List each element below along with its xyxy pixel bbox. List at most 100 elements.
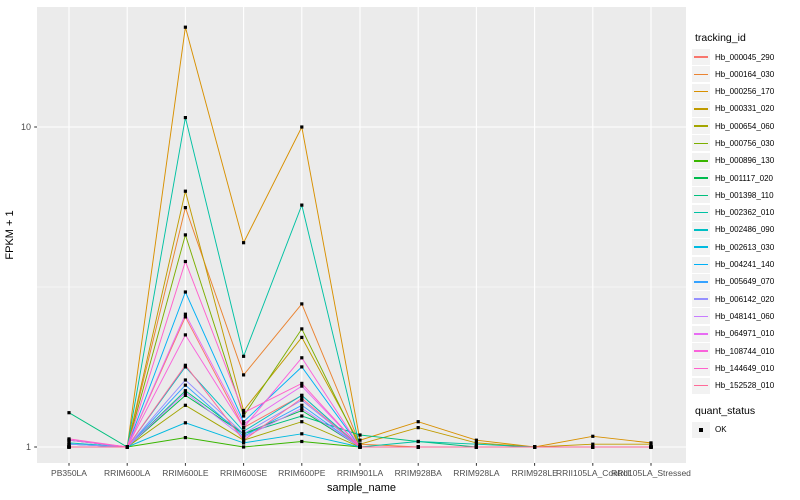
legend-item-label: Hb_001398_110 bbox=[715, 190, 774, 200]
legend-item-label: Hb_000654_060 bbox=[715, 121, 775, 131]
data-point bbox=[183, 116, 187, 120]
legend-key-line-icon bbox=[694, 229, 708, 231]
x-tick-label: RRIM928BA bbox=[395, 468, 443, 478]
data-point bbox=[242, 432, 246, 436]
legend-key bbox=[692, 66, 710, 83]
legend-item: Hb_064971_010 bbox=[692, 325, 798, 342]
data-point bbox=[300, 302, 304, 306]
data-point bbox=[474, 438, 478, 442]
x-tick-label: RRIM928LE bbox=[511, 468, 558, 478]
legend-key bbox=[692, 256, 710, 273]
legend-key-line-icon bbox=[694, 159, 708, 162]
legend-item-label: Hb_000756_030 bbox=[715, 138, 775, 148]
legend-key bbox=[692, 49, 710, 65]
legend-item: Hb_001117_020 bbox=[692, 170, 798, 187]
legend-key-line-icon bbox=[694, 298, 708, 300]
legend-key bbox=[692, 343, 710, 360]
legend-key bbox=[692, 291, 710, 308]
data-point bbox=[242, 420, 246, 424]
data-point bbox=[358, 442, 362, 446]
x-tick-label: RRIM600LA bbox=[104, 468, 151, 478]
legend-key bbox=[692, 421, 710, 438]
legend-item: Hb_144649_010 bbox=[692, 360, 798, 377]
legend-key-line-icon bbox=[694, 56, 708, 58]
legend-key bbox=[692, 308, 710, 325]
legend-key bbox=[692, 100, 710, 117]
legend-key bbox=[692, 273, 710, 290]
legend-item: Hb_005649_070 bbox=[692, 273, 798, 290]
legend-key-line-icon bbox=[694, 125, 708, 127]
data-point bbox=[242, 414, 246, 418]
data-point bbox=[358, 438, 362, 442]
legend-item-label: Hb_006142_020 bbox=[715, 294, 775, 304]
legend-key bbox=[692, 221, 710, 238]
data-point bbox=[183, 25, 187, 29]
legend-key bbox=[692, 83, 710, 100]
data-point bbox=[300, 203, 304, 207]
data-point bbox=[300, 406, 304, 410]
data-point bbox=[242, 438, 246, 442]
legend-key-line-icon bbox=[694, 108, 708, 110]
x-tick-label: RRIM600SE bbox=[220, 468, 268, 478]
legend-item-label: Hb_002613_030 bbox=[715, 242, 775, 252]
legend-item-label: Hb_064971_010 bbox=[715, 329, 775, 339]
data-point bbox=[358, 433, 362, 437]
legend-key bbox=[692, 239, 710, 256]
legend-key-line-icon bbox=[694, 177, 708, 179]
legend-item-label: Hb_108744_010 bbox=[715, 346, 775, 356]
data-point bbox=[416, 439, 420, 444]
data-point bbox=[183, 389, 187, 393]
data-point bbox=[67, 442, 71, 446]
data-point bbox=[183, 421, 187, 425]
legend-item: Hb_152528_010 bbox=[692, 377, 798, 394]
legend-item-label: Hb_002486_090 bbox=[715, 225, 775, 235]
data-point bbox=[649, 445, 653, 449]
x-tick-label: PB350LA bbox=[51, 468, 87, 478]
data-point bbox=[300, 408, 304, 413]
legend-item-label: Hb_152528_010 bbox=[715, 381, 775, 391]
data-point bbox=[242, 445, 246, 449]
legend-key-line-icon bbox=[694, 73, 708, 76]
x-axis-title: sample_name bbox=[327, 482, 396, 494]
data-point bbox=[183, 390, 187, 395]
legend-key-line-icon bbox=[694, 281, 708, 283]
plot-panel bbox=[37, 7, 686, 463]
data-point bbox=[416, 426, 420, 430]
legend-key-line-icon bbox=[694, 211, 708, 214]
data-point bbox=[533, 445, 537, 449]
legend-items: Hb_000045_290 Hb_000164_030 Hb_000256_170 H… bbox=[692, 49, 798, 394]
data-point bbox=[300, 381, 304, 385]
legend-item: Hb_000164_030 bbox=[692, 66, 798, 83]
y-axis-title: FPKM + 1 bbox=[4, 210, 16, 259]
data-point bbox=[300, 420, 304, 424]
legend-key-line-icon bbox=[694, 332, 708, 335]
legend-item-label: Hb_000896_130 bbox=[715, 156, 775, 166]
data-point bbox=[300, 335, 304, 339]
legend-key-line-icon bbox=[694, 90, 708, 93]
legend-key-line-icon bbox=[694, 315, 708, 318]
legend-item: Hb_002613_030 bbox=[692, 239, 798, 256]
legend-key-line-icon bbox=[694, 263, 708, 266]
legend-key-line-icon bbox=[694, 384, 708, 387]
data-point bbox=[183, 378, 187, 382]
x-tick-label: RRII105LA_Stressed bbox=[611, 468, 691, 478]
legend-item: Hb_000331_020 bbox=[692, 100, 798, 117]
legend-key bbox=[692, 377, 710, 394]
data-point bbox=[183, 383, 187, 387]
data-point bbox=[300, 396, 304, 400]
data-point bbox=[242, 411, 246, 415]
legend-item: Hb_001398_110 bbox=[692, 187, 798, 204]
data-point bbox=[242, 422, 246, 426]
legend-title-quant-status: quant_status bbox=[695, 404, 756, 417]
legend-item: Hb_108744_010 bbox=[692, 343, 798, 360]
legend-item-label: Hb_000331_020 bbox=[715, 104, 775, 114]
data-point bbox=[183, 315, 187, 319]
y-tick-label: 1 bbox=[26, 442, 31, 452]
data-point bbox=[242, 426, 246, 430]
legend-item: Hb_006142_020 bbox=[692, 291, 798, 308]
data-point bbox=[183, 436, 187, 440]
legend-key-line-icon bbox=[694, 367, 708, 370]
data-point bbox=[183, 403, 187, 407]
